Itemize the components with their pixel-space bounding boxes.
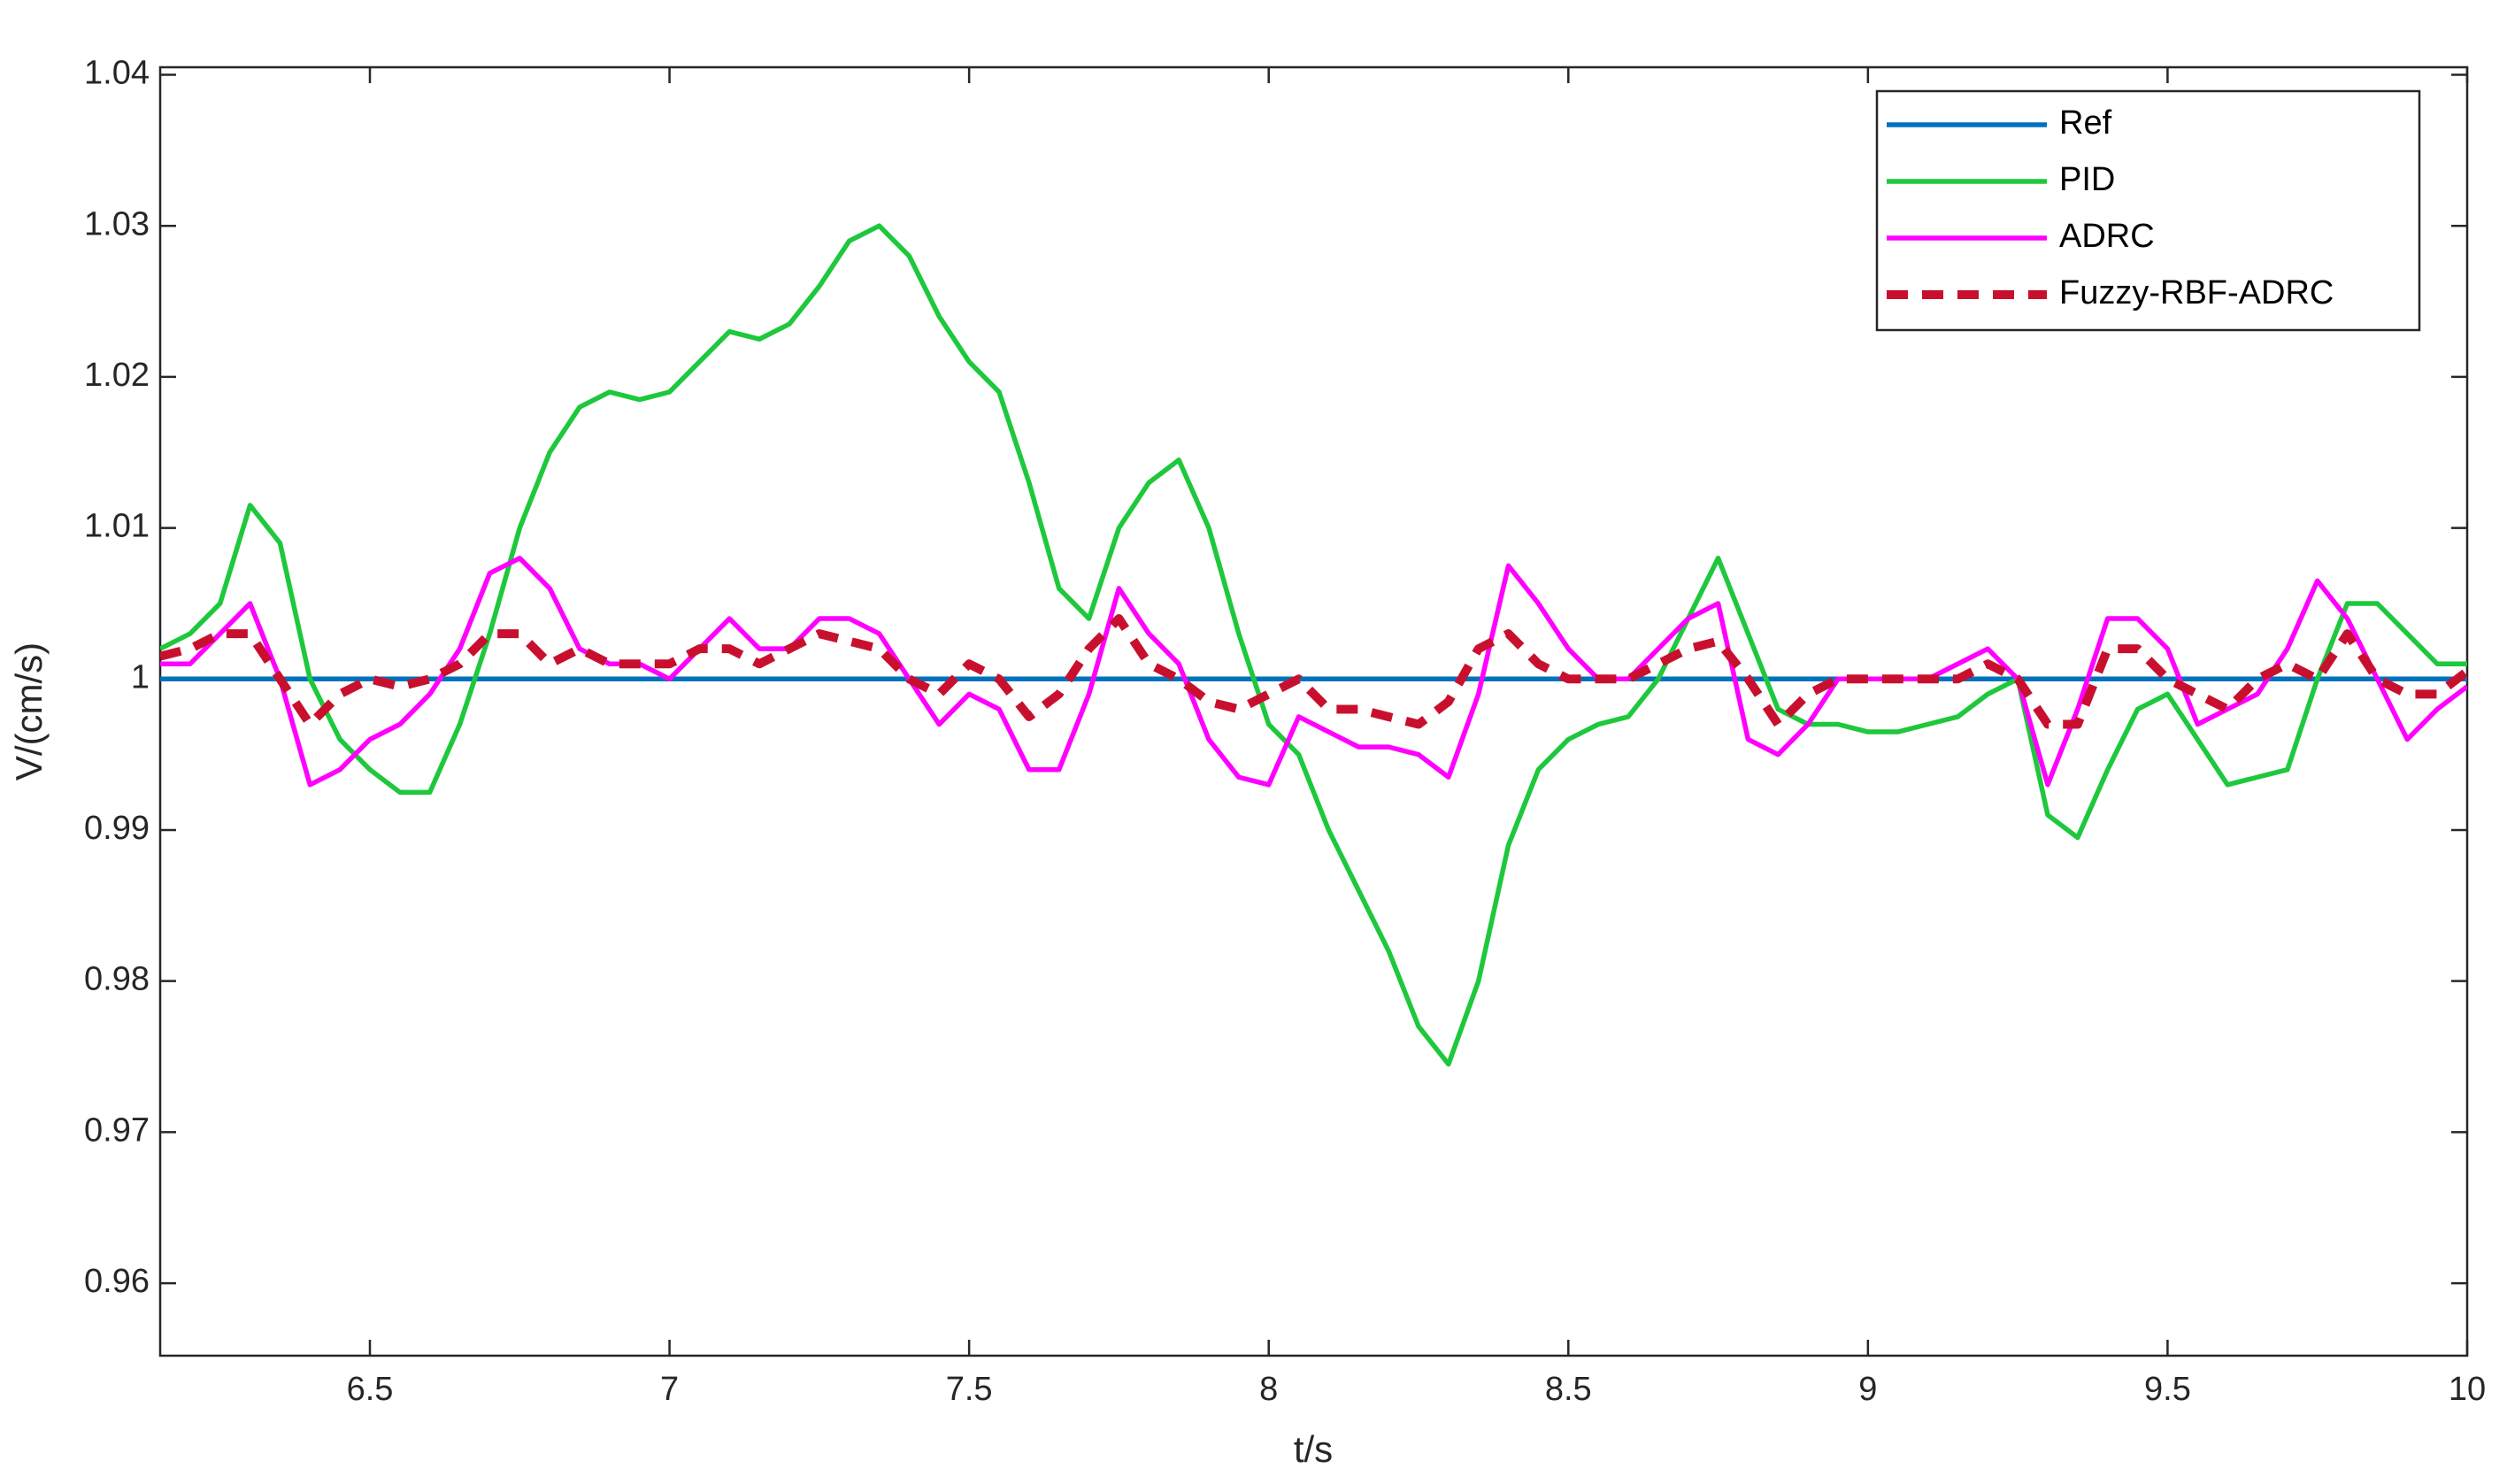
x-tick-label: 7 xyxy=(660,1371,679,1408)
x-tick-label: 6.5 xyxy=(347,1371,394,1408)
y-tick-label: 1 xyxy=(131,658,150,696)
x-tick-label: 9.5 xyxy=(2144,1371,2191,1408)
legend-label: Ref xyxy=(2059,104,2112,142)
x-tick-label: 8 xyxy=(1259,1371,1278,1408)
x-axis-label: t/s xyxy=(1294,1428,1333,1470)
y-axis-label: V/(cm/s) xyxy=(8,642,50,780)
legend-label: Fuzzy-RBF-ADRC xyxy=(2059,274,2334,311)
y-tick-label: 0.98 xyxy=(84,961,150,998)
y-tick-label: 1.04 xyxy=(84,55,150,92)
y-tick-label: 0.97 xyxy=(84,1111,150,1149)
legend-label: PID xyxy=(2059,161,2115,198)
y-tick-label: 0.99 xyxy=(84,810,150,847)
x-tick-label: 8.5 xyxy=(1545,1371,1592,1408)
x-tick-label: 10 xyxy=(2449,1371,2486,1408)
series-line xyxy=(160,223,2467,1067)
y-tick-label: 0.96 xyxy=(84,1263,150,1300)
series-line xyxy=(160,614,2467,729)
x-tick-label: 7.5 xyxy=(946,1371,993,1408)
x-tick-label: 9 xyxy=(1858,1371,1877,1408)
legend-box xyxy=(1875,89,2421,332)
y-tick-label: 1.01 xyxy=(84,508,150,545)
y-tick-label: 1.03 xyxy=(84,205,150,242)
legend-label: ADRC xyxy=(2059,218,2155,255)
series-line xyxy=(160,555,2467,788)
y-tick-label: 1.02 xyxy=(84,357,150,394)
